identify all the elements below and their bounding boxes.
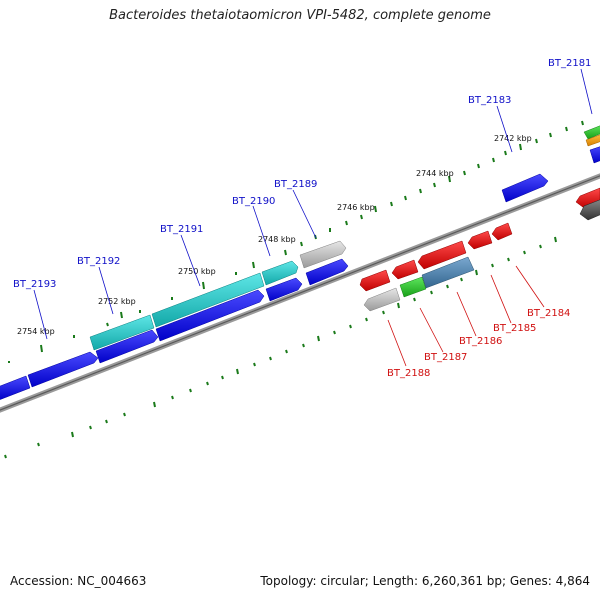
kbp-label-2750: 2750 kbp xyxy=(178,267,216,276)
top-gene-labels: BT_2181 BT_2183 BT_2189 BT_2190 BT_2191 … xyxy=(13,58,591,290)
gene-label-bt2190[interactable]: BT_2190 xyxy=(232,196,275,207)
gene-label-bt2193[interactable]: BT_2193 xyxy=(13,279,56,290)
gene-arrow[interactable] xyxy=(151,272,265,328)
gene-label-bt2185[interactable]: BT_2185 xyxy=(493,323,536,334)
kbp-label-2746: 2746 kbp xyxy=(337,203,375,212)
gene-arrow[interactable] xyxy=(589,146,600,164)
bottom-strand-inner-lane xyxy=(359,187,600,292)
gene-label-bt2186[interactable]: BT_2186 xyxy=(459,336,502,347)
gene-arrow[interactable] xyxy=(583,125,600,140)
kbp-labels: 2742 kbp 2744 kbp 2746 kbp 2748 kbp 2750… xyxy=(17,134,532,336)
gene-arrow[interactable] xyxy=(0,375,31,400)
gene-label-bt2192[interactable]: BT_2192 xyxy=(77,256,120,267)
gene-arrow[interactable] xyxy=(417,240,467,270)
gene-arrow[interactable] xyxy=(299,240,347,269)
outer-tick-ring xyxy=(8,120,584,363)
gene-label-bt2187[interactable]: BT_2187 xyxy=(424,352,467,363)
bottom-strand-outer-lane xyxy=(363,199,600,312)
gene-arrow[interactable] xyxy=(391,259,419,280)
gene-arrow[interactable] xyxy=(491,222,513,241)
gene-label-bt2188[interactable]: BT_2188 xyxy=(387,368,430,379)
gene-arrow[interactable] xyxy=(305,258,349,286)
gene-label-bt2183[interactable]: BT_2183 xyxy=(468,95,511,106)
gene-arrow[interactable] xyxy=(265,277,303,302)
kbp-label-2748: 2748 kbp xyxy=(258,235,296,244)
gene-arrow[interactable] xyxy=(501,173,549,203)
top-strand-outer-lane xyxy=(89,125,600,351)
gene-arrow[interactable] xyxy=(27,351,99,388)
kbp-label-2752: 2752 kbp xyxy=(98,297,136,306)
top-strand-inner-lane xyxy=(0,146,600,400)
gene-arrow[interactable] xyxy=(399,276,427,298)
kbp-label-2742: 2742 kbp xyxy=(494,134,532,143)
kbp-label-2744: 2744 kbp xyxy=(416,169,454,178)
gene-label-bt2189[interactable]: BT_2189 xyxy=(274,179,317,190)
gene-label-bt2191[interactable]: BT_2191 xyxy=(160,224,203,235)
inner-tick-ring xyxy=(4,236,557,459)
gene-arrow[interactable] xyxy=(579,199,600,221)
kbp-label-2754: 2754 kbp xyxy=(17,327,55,336)
map-title: Bacteroides thetaiotaomicron VPI-5482, c… xyxy=(109,8,491,23)
gene-arrow[interactable] xyxy=(261,260,299,286)
gene-arrow[interactable] xyxy=(467,230,493,250)
gene-arrow[interactable] xyxy=(359,269,391,292)
gene-arrow[interactable] xyxy=(421,256,475,289)
genome-summary-text: Topology: circular; Length: 6,260,361 bp… xyxy=(260,574,590,588)
accession-text: Accession: NC_004663 xyxy=(10,574,147,588)
gene-arrow[interactable] xyxy=(89,314,155,351)
gene-label-bt2184[interactable]: BT_2184 xyxy=(527,308,570,319)
leader-lines xyxy=(33,68,593,367)
gene-label-bt2181[interactable]: BT_2181 xyxy=(548,58,591,69)
genome-backbone xyxy=(0,173,600,413)
gene-arrow[interactable] xyxy=(95,329,159,364)
gene-arrow[interactable] xyxy=(585,134,600,147)
gene-arrow[interactable] xyxy=(363,287,401,312)
gene-arrow[interactable] xyxy=(155,289,265,342)
bottom-gene-labels: BT_2184 BT_2185 BT_2186 BT_2187 BT_2188 xyxy=(387,308,570,379)
